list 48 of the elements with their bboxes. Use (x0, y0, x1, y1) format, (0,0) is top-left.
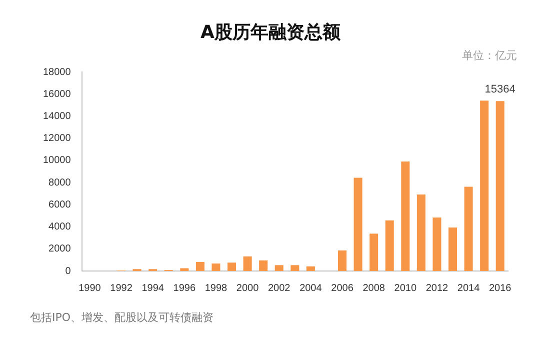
bar (401, 162, 410, 271)
x-tick-label: 1990 (78, 282, 102, 294)
bar (354, 178, 362, 271)
x-tick-label: 2016 (488, 282, 512, 294)
y-tick-label: 12000 (42, 133, 72, 144)
bar (306, 266, 315, 271)
y-tick-label: 6000 (48, 199, 72, 210)
bar (259, 260, 268, 271)
x-tick-label: 2010 (394, 282, 417, 294)
x-tick-label: 1998 (204, 282, 228, 294)
chart-title: A股历年融资总额 (200, 21, 342, 44)
y-tick-label: 16000 (42, 88, 72, 100)
bar (448, 227, 458, 271)
x-tick-label: 2008 (362, 282, 386, 294)
bar (290, 265, 300, 271)
bar (338, 250, 347, 271)
bar (274, 265, 284, 271)
x-tick-label: 1992 (110, 282, 133, 294)
x-tick-label: 1994 (142, 282, 164, 294)
bar (370, 234, 378, 271)
x-tick-label: 2006 (331, 282, 354, 294)
x-tick-label: 2000 (236, 282, 260, 294)
bar (432, 217, 442, 271)
bar (180, 268, 189, 271)
y-tick-label: 0 (65, 266, 72, 277)
bar (212, 263, 220, 271)
x-tick-label: 2014 (457, 282, 480, 294)
y-tick-label: 2000 (48, 244, 72, 255)
bar (480, 100, 489, 271)
x-tick-label: 2004 (300, 282, 322, 294)
y-tick-label: 8000 (48, 177, 72, 188)
bar (416, 194, 426, 271)
bar (464, 186, 473, 271)
bar (496, 101, 504, 271)
bar (228, 262, 236, 271)
y-tick-label: 14000 (42, 110, 72, 122)
text: 包括IPO、增发、配股以及可转债融资 (30, 310, 214, 325)
bar (196, 262, 204, 271)
x-tick-label: 2002 (268, 282, 291, 294)
y-tick-label: 18000 (42, 66, 72, 78)
bar (243, 256, 252, 271)
x-tick-label: 2012 (426, 282, 449, 294)
text: 单位：亿元 (462, 48, 517, 63)
y-tick-label: 4000 (48, 222, 72, 233)
data-label: 15364 (484, 84, 516, 96)
bar (385, 220, 394, 271)
y-tick-label: 10000 (42, 155, 72, 166)
x-tick-label: 1996 (173, 282, 196, 294)
